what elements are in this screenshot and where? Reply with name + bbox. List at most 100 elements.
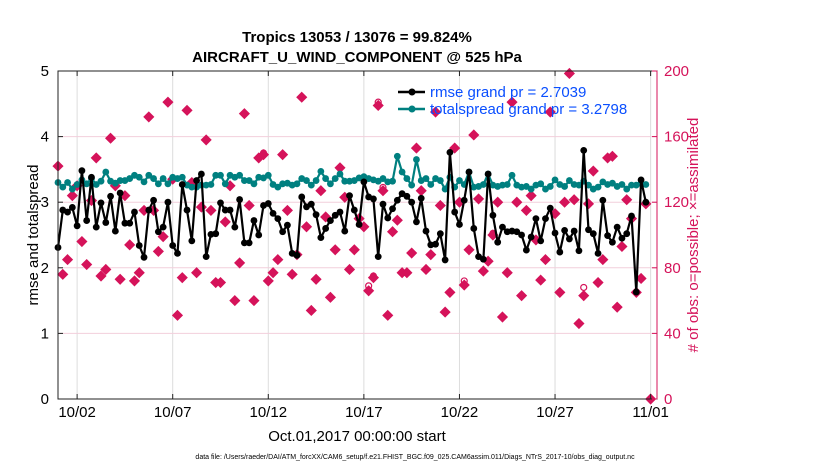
chart-title-line-2: AIRCRAFT_U_WIND_COMPONENT @ 525 hPa bbox=[192, 49, 522, 66]
assimilated-obs-marker bbox=[592, 276, 604, 289]
rmse-point bbox=[436, 230, 444, 238]
totalspread-point bbox=[126, 175, 134, 182]
assimilated-obs-marker bbox=[582, 198, 595, 210]
rmse-point bbox=[322, 225, 330, 232]
rmse-point bbox=[456, 221, 463, 228]
rmse-point bbox=[465, 168, 473, 176]
assimilated-obs-marker bbox=[544, 106, 556, 118]
x-tick-label: 10/12 bbox=[250, 404, 288, 421]
assimilated-obs-marker bbox=[554, 286, 566, 298]
y-tick-label: 5 bbox=[41, 63, 49, 80]
assimilated-obs-marker bbox=[520, 204, 532, 216]
rmse-point bbox=[489, 211, 497, 219]
totalspread-point bbox=[403, 175, 411, 182]
assimilated-obs-marker bbox=[100, 263, 112, 276]
data-file-footnote: data file: /Users/raeder/DAI/ATM_forcXX/… bbox=[195, 454, 635, 461]
assimilated-obs-marker bbox=[367, 272, 379, 284]
totalspread-point bbox=[303, 177, 310, 184]
totalspread-point bbox=[178, 173, 186, 181]
assimilated-obs-marker bbox=[386, 226, 399, 238]
rmse-point bbox=[97, 199, 105, 207]
rmse-point bbox=[494, 238, 502, 246]
assimilated-obs-marker bbox=[516, 290, 528, 302]
assimilated-obs-marker bbox=[243, 199, 255, 212]
rmse-point bbox=[470, 225, 478, 232]
assimilated-obs-marker bbox=[616, 240, 628, 253]
assimilated-obs-marker bbox=[281, 204, 293, 216]
assimilated-obs-marker bbox=[214, 276, 227, 289]
totalspread-point bbox=[293, 180, 301, 188]
rmse-point bbox=[111, 227, 119, 235]
assimilated-obs-marker bbox=[506, 96, 518, 108]
rmse-point bbox=[126, 219, 134, 227]
assimilated-obs-marker bbox=[81, 258, 93, 271]
rmse-point bbox=[64, 208, 71, 216]
legend-label-totalspread: totalspread grand pr = 3.2798 bbox=[430, 101, 627, 118]
rmse-point bbox=[642, 198, 650, 206]
totalspread-point bbox=[150, 175, 157, 182]
totalspread-point bbox=[551, 176, 559, 184]
rmse-point bbox=[350, 206, 358, 214]
rmse-point bbox=[131, 208, 138, 216]
assimilated-obs-marker bbox=[434, 199, 446, 212]
rmse-point bbox=[604, 232, 612, 240]
rmse-point bbox=[217, 199, 224, 207]
y-tick-label: 2 bbox=[41, 260, 49, 277]
possible-obs-marker bbox=[580, 283, 588, 292]
assimilated-obs-marker bbox=[539, 254, 552, 266]
rmse-point bbox=[551, 229, 559, 237]
assimilated-obs-marker bbox=[219, 216, 231, 228]
totalspread-point bbox=[503, 181, 511, 188]
rmse-point bbox=[284, 221, 291, 229]
assimilated-obs-marker bbox=[597, 254, 609, 266]
rmse-point bbox=[432, 240, 439, 248]
y-tick-label: 1 bbox=[41, 325, 49, 342]
totalspread-point bbox=[116, 177, 124, 184]
rmse-point bbox=[317, 234, 325, 242]
totalspread-point bbox=[389, 177, 396, 185]
assimilated-obs-marker bbox=[439, 306, 451, 318]
totalspread-point bbox=[64, 179, 71, 186]
rmse-point bbox=[193, 177, 200, 184]
assimilated-obs-marker bbox=[611, 301, 623, 313]
assimilated-obs-marker bbox=[272, 254, 284, 266]
x-tick-label: 11/01 bbox=[632, 404, 668, 421]
rmse-point bbox=[608, 238, 616, 246]
plot-series bbox=[52, 67, 657, 405]
rmse-point bbox=[518, 231, 525, 239]
totalspread-point bbox=[164, 180, 172, 188]
rmse-line bbox=[56, 149, 647, 294]
rmse-point bbox=[164, 198, 172, 206]
assimilated-obs-marker bbox=[296, 91, 308, 103]
axis-ticks: 10/02 10/07 10/12 10/17 10/22 10/27 11/0101234… bbox=[41, 63, 689, 421]
x-tick-label: 10/02 bbox=[58, 404, 96, 421]
rmse-point bbox=[250, 217, 258, 224]
assimilated-obs-marker bbox=[191, 267, 203, 279]
totalspread-point bbox=[317, 167, 325, 175]
rmse-point bbox=[446, 148, 454, 156]
totalspread-point bbox=[322, 175, 330, 182]
legend-marker-rmse bbox=[408, 88, 416, 96]
totalspread-point bbox=[575, 181, 583, 189]
x-tick-label: 10/17 bbox=[345, 404, 383, 421]
rmse-point bbox=[269, 209, 277, 217]
y-right-tick-label: 200 bbox=[664, 63, 689, 80]
assimilated-obs-marker bbox=[114, 273, 126, 285]
assimilated-obs-marker bbox=[563, 67, 575, 80]
totalspread-point bbox=[188, 183, 196, 191]
assimilated-obs-marker bbox=[162, 96, 174, 108]
assimilated-obs-marker bbox=[124, 239, 136, 251]
rmse-point bbox=[413, 218, 420, 226]
assimilated-obs-marker bbox=[401, 267, 413, 279]
rmse-point bbox=[88, 173, 95, 181]
totalspread-point bbox=[642, 181, 650, 188]
assimilated-obs-marker bbox=[449, 142, 461, 154]
rmse-point bbox=[623, 230, 631, 238]
x-tick-label: 10/27 bbox=[536, 404, 574, 421]
assimilated-obs-marker bbox=[248, 295, 260, 307]
assimilated-obs-marker bbox=[128, 275, 141, 287]
y-axis-label: rmse and totalspread bbox=[25, 165, 42, 306]
rmse-point bbox=[441, 256, 449, 264]
rmse-point bbox=[279, 228, 287, 236]
assimilated-obs-marker bbox=[473, 193, 485, 205]
